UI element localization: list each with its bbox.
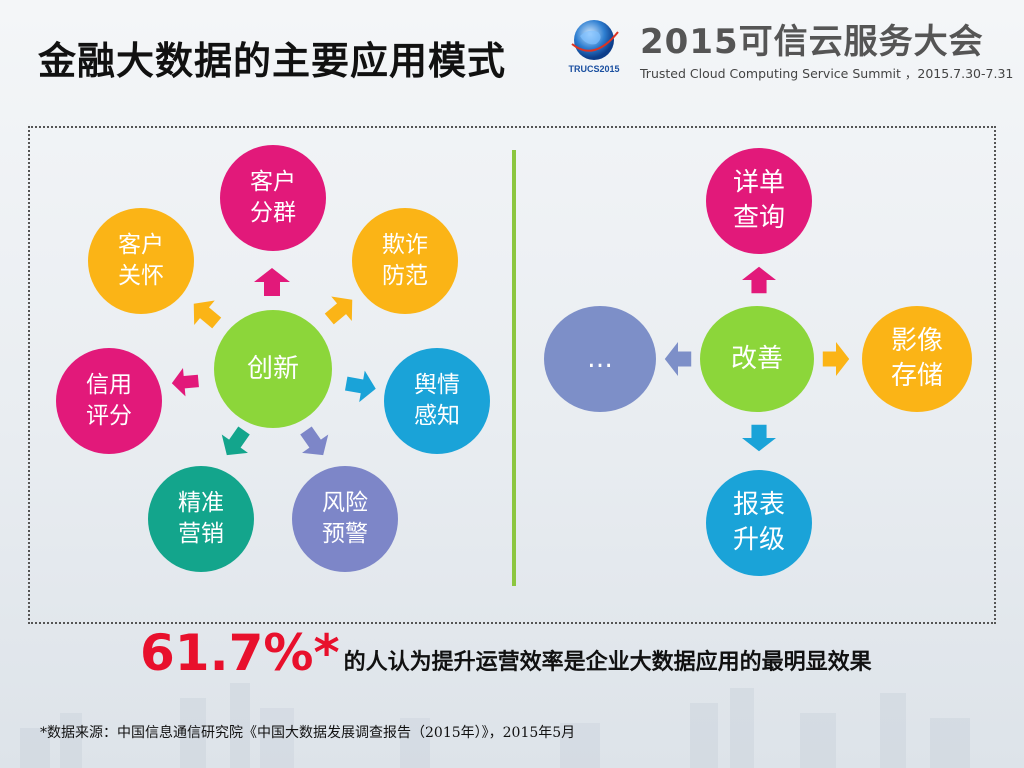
conference-title: 2015可信云服务大会 bbox=[640, 22, 984, 62]
data-source-note: *数据来源：中国信息通信研究院《中国大数据发展调查报告（2015年）》，2015… bbox=[40, 725, 576, 741]
center-improvement: 改善 bbox=[700, 306, 814, 412]
key-statistic: 61.7%* 的人认为提升运营效率是企业大数据应用的最明显效果 bbox=[140, 624, 872, 682]
trucs-logo: TRUCS2015 bbox=[568, 20, 620, 74]
arrow-left-icon bbox=[664, 342, 692, 376]
node-customer-care: 客户 关怀 bbox=[88, 208, 194, 314]
arrow-right-icon bbox=[344, 370, 376, 403]
node-detail-query: 详单 查询 bbox=[706, 148, 812, 254]
arrow-right-icon bbox=[822, 342, 850, 376]
arrow-down-icon bbox=[742, 424, 776, 452]
center-innovation: 创新 bbox=[214, 310, 332, 428]
stat-text: 的人认为提升运营效率是企业大数据应用的最明显效果 bbox=[343, 650, 872, 675]
arrow-upright-icon bbox=[324, 296, 353, 325]
svg-text:TRUCS2015: TRUCS2015 bbox=[568, 64, 619, 74]
divider-line bbox=[512, 150, 516, 586]
arrow-up-icon bbox=[254, 268, 290, 296]
arrow-left-icon bbox=[171, 367, 199, 397]
node-public-opinion: 舆情 感知 bbox=[384, 348, 490, 454]
node-fraud-prevention: 欺诈 防范 bbox=[352, 208, 458, 314]
arrow-upleft-icon bbox=[193, 300, 222, 329]
node-customer-segmentation: 客户 分群 bbox=[220, 145, 326, 251]
node-credit-scoring: 信用 评分 bbox=[56, 348, 162, 454]
node-more: … bbox=[544, 306, 656, 412]
node-report-upgrade: 报表 升级 bbox=[706, 470, 812, 576]
arrow-downright-icon bbox=[300, 426, 329, 456]
node-image-storage: 影像 存储 bbox=[862, 306, 972, 412]
node-precision-marketing: 精准 营销 bbox=[148, 466, 254, 572]
stat-value: 61.7%* bbox=[140, 624, 340, 682]
city-skyline-background bbox=[20, 683, 970, 768]
conference-subtitle: Trusted Cloud Computing Service Summit ，… bbox=[640, 66, 1014, 81]
page-title: 金融大数据的主要应用模式 bbox=[38, 39, 507, 83]
arrow-downleft-icon bbox=[221, 426, 250, 456]
diagram-frame bbox=[28, 126, 996, 624]
arrow-up-icon bbox=[742, 266, 776, 294]
node-risk-warning: 风险 预警 bbox=[292, 466, 398, 572]
